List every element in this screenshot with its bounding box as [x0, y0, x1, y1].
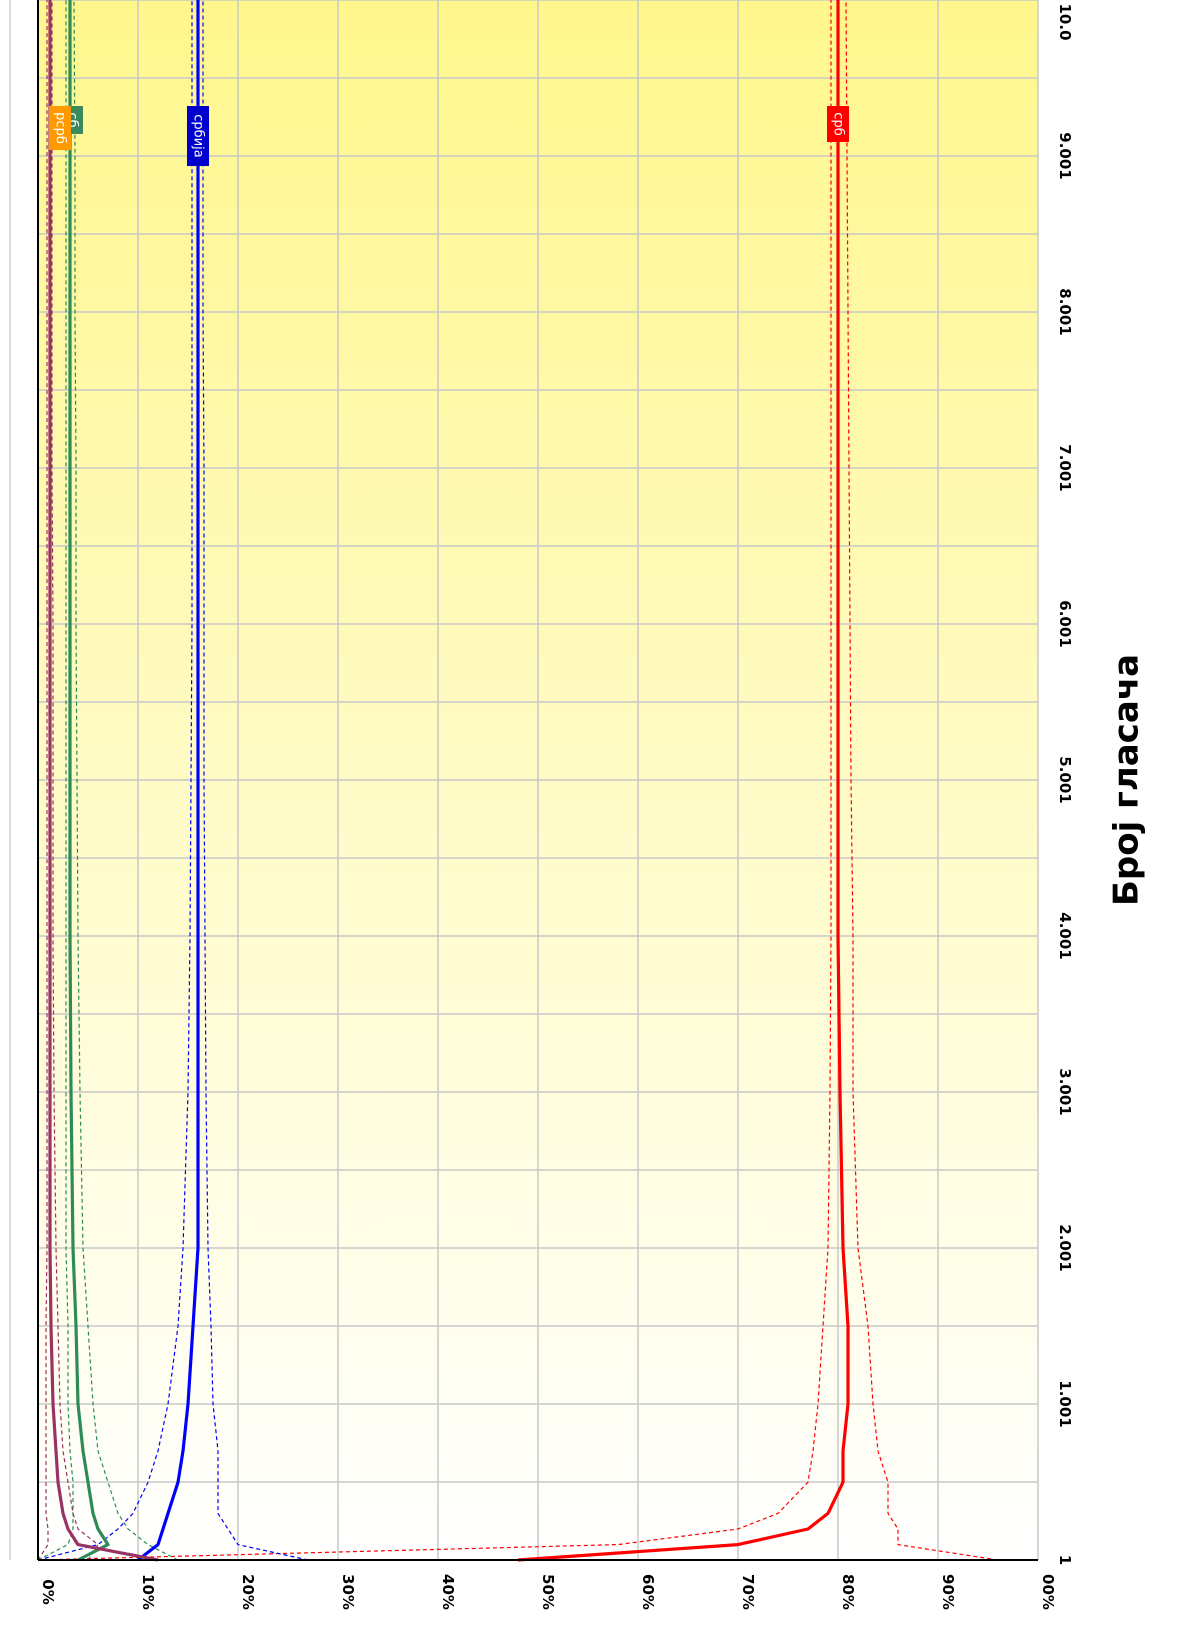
x-tick-label: 7.001: [1056, 444, 1074, 491]
y-tick-label: 00%: [1039, 1574, 1057, 1610]
y-tick: 30%: [339, 1574, 357, 1610]
x-tick-label: 1: [1056, 1555, 1074, 1565]
x-axis-title-group: Број гласача: [1107, 654, 1147, 906]
series-tag-box: [827, 106, 849, 142]
series-lines: [48, 0, 850, 1562]
series-tag-label: србија: [191, 114, 206, 157]
series-tag: срб: [827, 106, 849, 142]
x-axis-title: Број гласача: [1107, 654, 1147, 906]
y-tick-label: 0%: [39, 1579, 57, 1604]
x-tick-label: 6.001: [1056, 600, 1074, 647]
x-tick: 3.001: [1056, 1068, 1074, 1115]
grid: [37, 0, 1039, 1561]
series-0-upper-bound: [845, 0, 999, 1561]
y-tick-label: 20%: [239, 1574, 257, 1610]
x-tick-label: 10.0: [1056, 3, 1074, 40]
series-1-line: [137, 0, 200, 1562]
y-tick: 00%: [1039, 1574, 1057, 1610]
y-tick: 40%: [439, 1574, 457, 1610]
x-tick: 5.001: [1056, 756, 1074, 803]
x-ticks: 1 1.001 2.001 3.001 4.001 5.001 6.001 7.001 8.00…: [1056, 3, 1074, 1565]
y-tick-label: 90%: [939, 1574, 957, 1610]
y-tick-label: 40%: [439, 1574, 457, 1610]
x-tick-label: 2.001: [1056, 1224, 1074, 1271]
series-tag-box: [187, 106, 209, 166]
y-tick: 10%: [139, 1574, 157, 1610]
y-tick: 20%: [239, 1574, 257, 1610]
y-tick: 0%: [39, 1579, 57, 1604]
y-tick: 60%: [639, 1574, 657, 1610]
series-0-lower-bound: [37, 0, 832, 1561]
x-tick: 7.001: [1056, 444, 1074, 491]
y-tick-label: 60%: [639, 1574, 657, 1610]
x-tick-label: 4.001: [1056, 912, 1074, 959]
x-tick-label: 1.001: [1056, 1380, 1074, 1427]
x-tick: 6.001: [1056, 600, 1074, 647]
y-tick-label: 70%: [739, 1574, 757, 1610]
series-tag-box: [49, 106, 71, 150]
y-tick-label: 10%: [139, 1574, 157, 1610]
x-tick: 1: [1056, 1555, 1074, 1565]
x-tick: 10.0: [1056, 3, 1074, 40]
y-tick: 80%: [839, 1574, 857, 1610]
x-tick: 4.001: [1056, 912, 1074, 959]
series-3-line: [48, 0, 159, 1562]
series-tag-label: рсрб: [53, 112, 68, 144]
y-tick-label: 50%: [539, 1574, 557, 1610]
series-2-lower-bound: [37, 0, 74, 1561]
series-tag: рсрб: [49, 106, 71, 150]
series-1-upper-bound: [202, 0, 309, 1561]
series-2-upper-bound: [73, 0, 179, 1561]
series-2-line: [68, 0, 110, 1562]
y-tick: 90%: [939, 1574, 957, 1610]
x-tick: 2.001: [1056, 1224, 1074, 1271]
y-tick-label: 80%: [839, 1574, 857, 1610]
x-tick: 1.001: [1056, 1380, 1074, 1427]
x-tick: 8.001: [1056, 288, 1074, 335]
series-3-upper-bound: [51, 0, 99, 1561]
series-tag: србија: [187, 106, 209, 166]
series-1-lower-bound: [37, 0, 193, 1561]
x-tick-label: 8.001: [1056, 288, 1074, 335]
series-tag-label: срб: [831, 112, 846, 135]
y-tick: 70%: [739, 1574, 757, 1610]
series-0-line: [517, 0, 850, 1562]
x-tick-label: 5.001: [1056, 756, 1074, 803]
confidence-bands: [37, 0, 999, 1561]
x-tick-label: 9.001: [1056, 132, 1074, 179]
series-3-lower-bound: [37, 0, 49, 1561]
y-tick-label: 30%: [339, 1574, 357, 1610]
y-ticks: 0% 10% 20% 30% 40% 50% 60% 70% 80% 90% 00%: [39, 1574, 1057, 1610]
x-tick-label: 3.001: [1056, 1068, 1074, 1115]
x-tick: 9.001: [1056, 132, 1074, 179]
y-tick: 50%: [539, 1574, 557, 1610]
